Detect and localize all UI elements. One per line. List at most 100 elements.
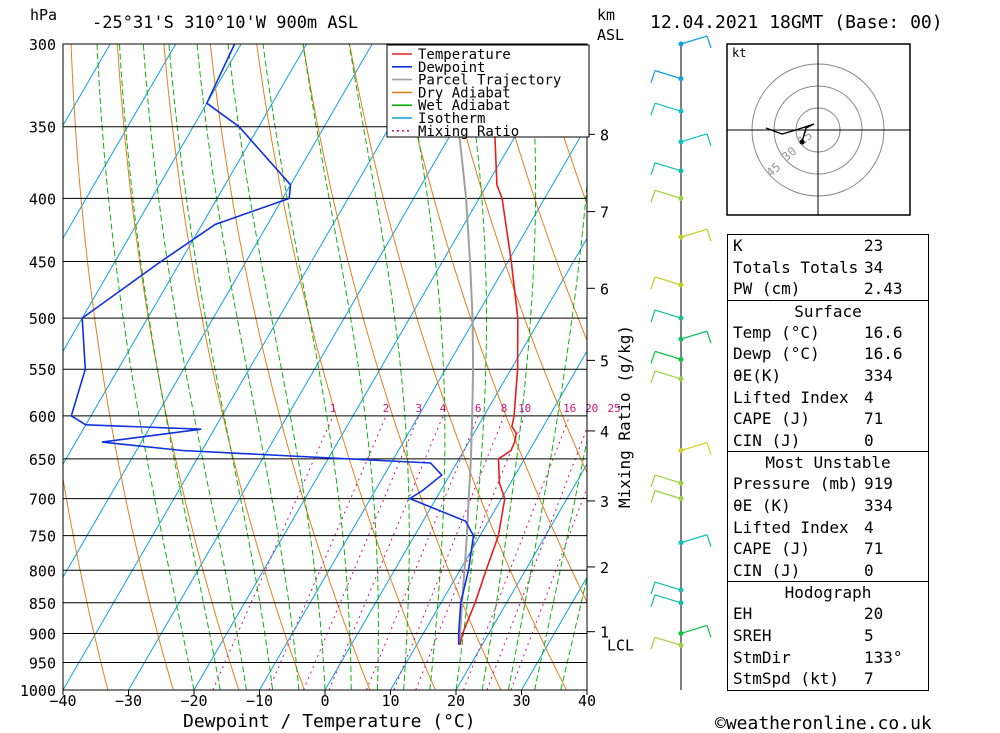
pressure-tick-label: 700 — [29, 491, 56, 509]
legend-label: Wet Adiabat — [418, 98, 511, 114]
x-tick-label: 20 — [447, 692, 465, 710]
stat-label: CAPE (J) — [733, 409, 811, 429]
pressure-unit-label: hPa — [30, 6, 57, 24]
stat-label: Lifted Index — [733, 387, 849, 407]
stat-label: PW (cm) — [733, 279, 801, 299]
stat-value: 0 — [864, 430, 874, 450]
isotherm — [455, 463, 587, 690]
wind-barb-shaft — [680, 624, 708, 635]
mixing-ratio-line — [486, 426, 587, 690]
wind-barb-shaft — [654, 474, 682, 484]
pressure-tick-label: 900 — [29, 626, 56, 644]
km-tick-label: 6 — [600, 280, 609, 298]
stat-value: 16.6 — [864, 344, 903, 364]
stat-value: 34 — [864, 257, 884, 277]
pressure-tick-label: 800 — [29, 562, 56, 580]
isotherm — [324, 237, 587, 690]
wind-profile — [650, 35, 712, 690]
stat-row: SREH 5 — [728, 625, 928, 647]
stat-row: StmSpd (kt) 7 — [728, 668, 928, 690]
wind-barb-shaft — [654, 594, 682, 604]
wind-barb-flag — [706, 35, 712, 49]
height-axis-labels: 1 2 3 4 5 6 7 8 — [587, 126, 609, 642]
stat-label: CIN (J) — [733, 430, 801, 450]
hodograph-unit-label: kt — [732, 46, 746, 60]
isotherm — [63, 44, 439, 690]
x-tick-label: 40 — [578, 692, 596, 710]
wind-barb-flag — [706, 625, 712, 638]
stat-row: θE (K) 334 — [728, 495, 928, 517]
stats-panel: K 23 Totals Totals 34 PW (cm) 2.43 Surface … — [727, 234, 929, 691]
wind-level-dot — [678, 315, 684, 321]
legend-label: Dewpoint — [418, 60, 485, 76]
stat-row: CIN (J) 0 — [728, 560, 928, 582]
wet-adiabat — [196, 44, 300, 690]
mixing-ratio-label: 8 — [501, 402, 508, 415]
stat-label: SREH — [733, 625, 772, 645]
pressure-tick-label: 600 — [29, 408, 56, 426]
stat-row: StmDir 133° — [728, 647, 928, 669]
km-tick-label: 7 — [600, 204, 609, 222]
stat-value: 71 — [864, 409, 884, 429]
stat-row: K 23 — [728, 235, 928, 257]
pressure-tick-label: 750 — [29, 528, 56, 546]
stat-row: Pressure (mb) 919 — [728, 473, 928, 495]
x-tick-label: 10 — [381, 692, 399, 710]
pressure-tick-label: 400 — [29, 190, 56, 208]
wind-level-dot — [678, 600, 684, 606]
wind-barb-flag — [650, 102, 656, 116]
mixing-ratio-line — [365, 415, 479, 690]
mixing-ratio-label: 6 — [475, 402, 482, 415]
wind-barb-flag — [650, 190, 656, 203]
wind-barb-shaft — [654, 350, 682, 360]
wind-level-dot — [678, 448, 684, 454]
dewpoint-line — [70, 44, 475, 645]
stat-row: CAPE (J) 71 — [728, 538, 928, 560]
wind-barb-shaft — [680, 228, 708, 238]
wind-barb-flag — [650, 637, 656, 650]
dry-adiabat — [116, 44, 240, 690]
km-tick-label: 2 — [600, 559, 609, 577]
x-axis-title: Dewpoint / Temperature (°C) — [183, 711, 476, 732]
wind-level-dot — [678, 108, 684, 114]
stat-row: CAPE (J) 71 — [728, 408, 928, 430]
mixing-ratio-line — [463, 415, 571, 690]
mixing-ratio-labels: 1 2 3 4 6 8 10 16 20 25 — [330, 402, 621, 415]
x-tick-label: 30 — [512, 692, 530, 710]
wind-barb-shaft — [654, 581, 682, 591]
mixing-ratio-line — [510, 486, 587, 690]
x-tick-label: 0 — [320, 692, 329, 710]
height-unit-km: km — [597, 6, 615, 24]
stat-label: CIN (J) — [733, 560, 801, 580]
wind-barb-flag — [650, 309, 656, 323]
pressure-tick-label: 350 — [29, 119, 56, 137]
wind-level-dot — [678, 41, 684, 47]
wet-adiabat — [402, 44, 446, 690]
wind-barb-flag — [706, 442, 712, 455]
hodograph-section: Hodograph EH 20 SREH 5 StmDir 133° StmSpd (… — [728, 581, 928, 689]
legend-label: Parcel Trajectory — [418, 73, 561, 89]
dry-adiabat — [70, 44, 174, 690]
stat-row: EH 20 — [728, 603, 928, 625]
x-tick-label: −20 — [180, 692, 207, 710]
stat-label: StmDir — [733, 647, 791, 667]
mixing-ratio-label: 2 — [383, 402, 390, 415]
wind-barb-flag — [706, 133, 712, 147]
mixing-ratio-label: 20 — [585, 402, 598, 415]
wind-barb-shaft — [654, 276, 682, 286]
stat-value: 23 — [864, 236, 884, 255]
stat-value: 919 — [864, 474, 893, 494]
stat-value: 7 — [864, 669, 874, 689]
stat-value: 334 — [864, 365, 893, 385]
wet-adiabat — [507, 178, 587, 690]
stat-row: Totals Totals 34 — [728, 257, 928, 279]
legend-label: Dry Adiabat — [418, 85, 511, 101]
wind-level-dot — [678, 642, 684, 648]
dry-adiabat — [953, 44, 1000, 690]
wind-barb-flag — [706, 228, 712, 242]
stat-value: 4 — [864, 387, 874, 407]
km-tick-label: 1 — [600, 624, 609, 642]
